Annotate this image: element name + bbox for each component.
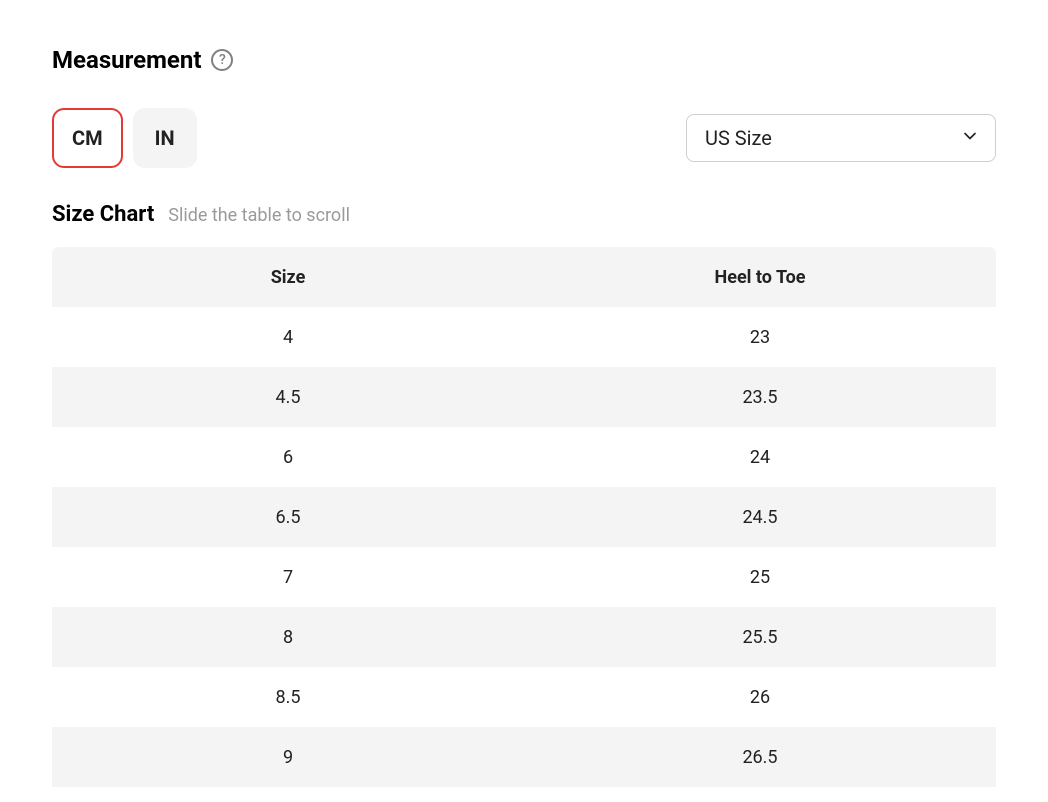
table-cell: 23 <box>524 307 996 367</box>
table-row: 926.5 <box>52 727 996 787</box>
table-row: 725 <box>52 547 996 607</box>
measurement-header: Measurement ? <box>52 46 996 74</box>
table-header-row: Size Heel to Toe <box>52 247 996 307</box>
size-system-select[interactable]: US Size <box>686 114 996 162</box>
table-cell: 23.5 <box>524 367 996 427</box>
table-row: 624 <box>52 427 996 487</box>
unit-toggle: CMIN <box>52 108 197 168</box>
table-cell: 8.5 <box>52 667 524 727</box>
size-chart-heading: Size Chart Slide the table to scroll <box>52 202 996 227</box>
table-row: 6.524.5 <box>52 487 996 547</box>
table-cell: 26.5 <box>524 727 996 787</box>
table-cell: 25 <box>524 547 996 607</box>
size-chart-hint: Slide the table to scroll <box>168 205 350 226</box>
table-row: 423 <box>52 307 996 367</box>
unit-cm-button[interactable]: CM <box>52 108 123 168</box>
table-cell: 26 <box>524 667 996 727</box>
table-cell: 6.5 <box>52 487 524 547</box>
table-cell: 4.5 <box>52 367 524 427</box>
table-cell: 7 <box>52 547 524 607</box>
table-header-heel-to-toe: Heel to Toe <box>524 247 996 307</box>
table-cell: 25.5 <box>524 607 996 667</box>
table-cell: 9 <box>52 727 524 787</box>
help-icon[interactable]: ? <box>211 49 233 71</box>
table-cell: 6 <box>52 427 524 487</box>
table-row: 825.5 <box>52 607 996 667</box>
table-cell: 4 <box>52 307 524 367</box>
size-system-value: US Size <box>705 126 772 150</box>
unit-in-button[interactable]: IN <box>133 108 197 168</box>
table-row: 8.526 <box>52 667 996 727</box>
size-system-select-wrap: US Size <box>686 114 996 162</box>
table-cell: 8 <box>52 607 524 667</box>
table-header-size: Size <box>52 247 524 307</box>
table-cell: 24.5 <box>524 487 996 547</box>
controls-row: CMIN US Size <box>52 108 996 168</box>
page-title: Measurement <box>52 46 201 74</box>
size-chart-title: Size Chart <box>52 202 154 227</box>
size-chart-table[interactable]: Size Heel to Toe 4234.523.56246.524.5725… <box>52 247 996 787</box>
table-cell: 24 <box>524 427 996 487</box>
table-row: 4.523.5 <box>52 367 996 427</box>
